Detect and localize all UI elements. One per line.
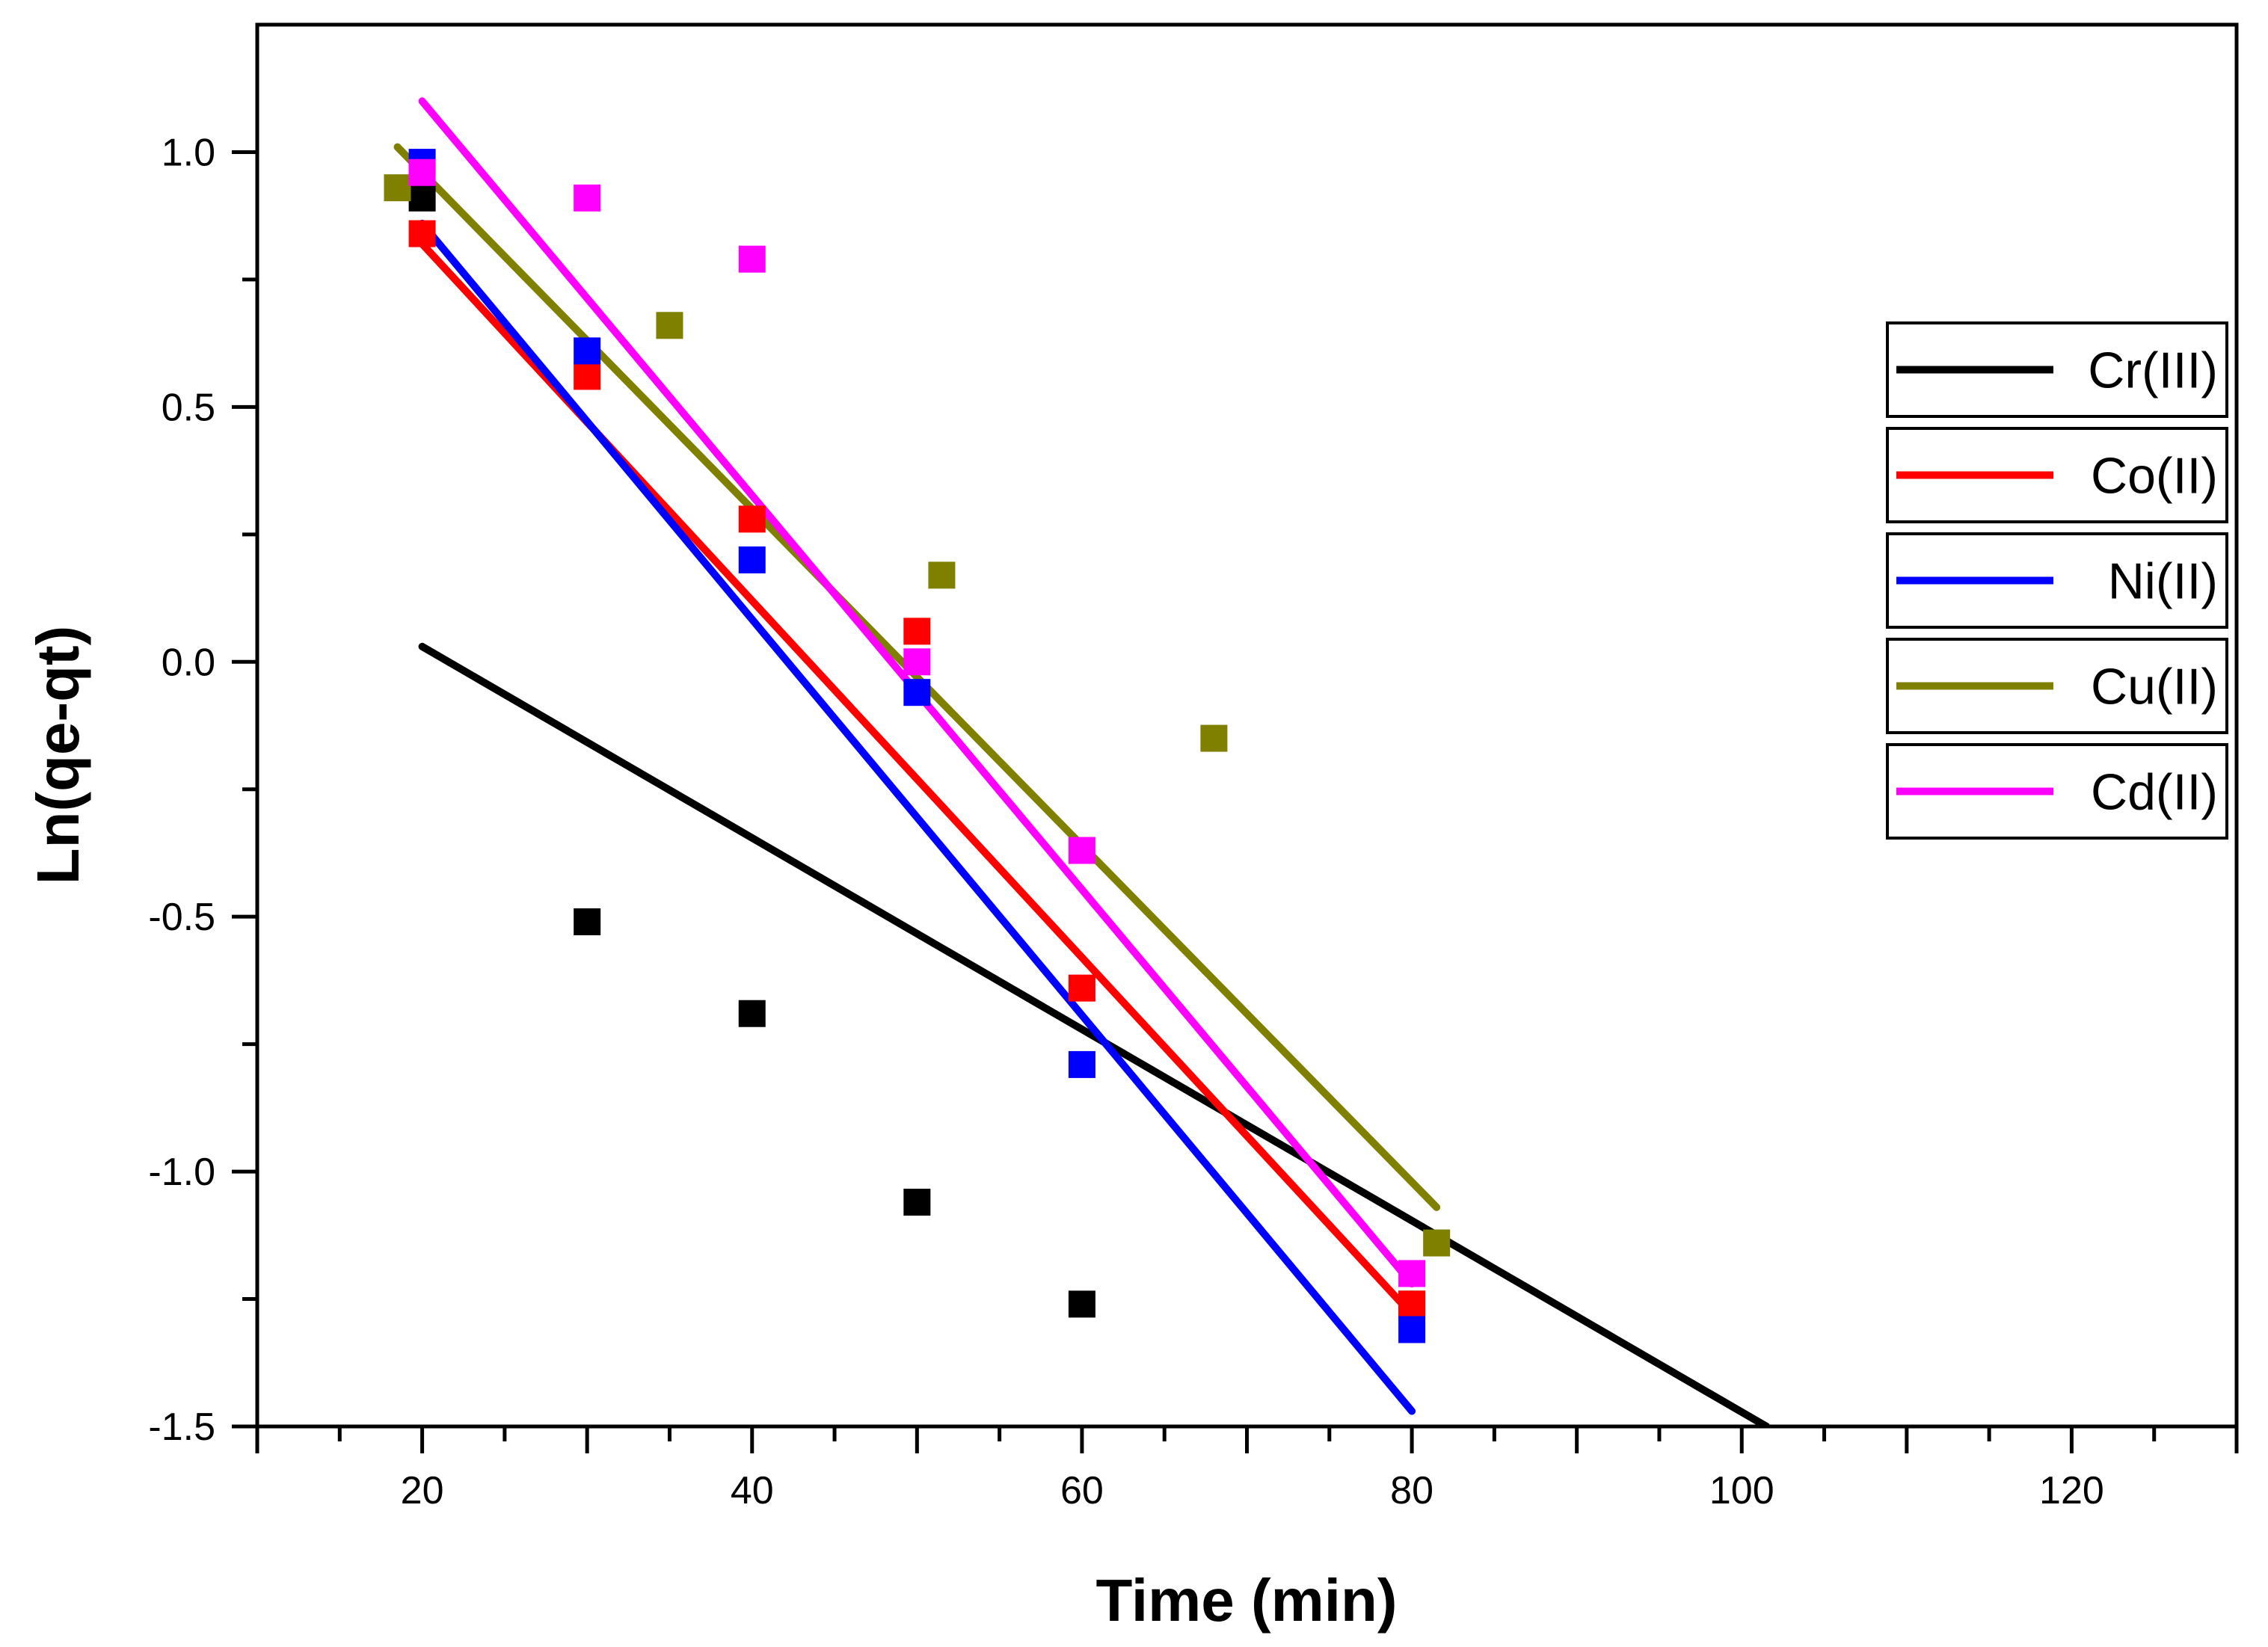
marker-s4-p2: [738, 245, 766, 273]
marker-s3-p2: [928, 561, 956, 589]
marker-s3-p0: [384, 174, 411, 202]
marker-s1-p1: [574, 363, 601, 390]
y-tick-label: 0.0: [162, 641, 215, 684]
legend-label: Ni(II): [2108, 553, 2218, 610]
data-markers: [384, 149, 1451, 1343]
y-tick-label: -0.5: [148, 896, 215, 939]
y-tick-labels: -1.5 -1.0 -0.5 0.0 0.5 1.0: [148, 131, 215, 1449]
legend-item-2: Ni(II): [1886, 532, 2228, 629]
marker-s1-p5: [1398, 1290, 1426, 1318]
x-tick-label: 80: [1390, 1469, 1433, 1512]
x-axis-title: Time (min): [1095, 1567, 1397, 1634]
fit-lines: [393, 97, 1771, 1426]
marker-s0-p3: [903, 1189, 931, 1216]
marker-s0-p2: [738, 1000, 766, 1027]
x-tick-label: 40: [731, 1469, 774, 1512]
marker-s4-p1: [574, 184, 601, 212]
marker-s1-p0: [408, 220, 436, 247]
marker-s4-p4: [1068, 837, 1095, 864]
fit-line-2: [418, 219, 1416, 1415]
marker-s2-p3: [903, 679, 931, 706]
x-tick-label: 20: [401, 1469, 444, 1512]
legend-item-4: Cd(II): [1886, 743, 2228, 840]
marker-s2-p5: [1398, 1316, 1426, 1343]
legend-item-0: Cr(III): [1886, 321, 2228, 418]
legend-label: Cd(II): [2091, 764, 2218, 821]
x-tick-labels: 20 40 60 80 100 120: [401, 1469, 2104, 1512]
y-tick-label: -1.5: [148, 1406, 215, 1449]
fit-line-0: [418, 642, 1771, 1426]
legend-item-3: Cu(II): [1886, 638, 2228, 734]
marker-s4-p5: [1398, 1260, 1426, 1287]
marker-s0-p0: [408, 184, 436, 212]
marker-s3-p3: [1200, 724, 1228, 752]
legend-label: Co(II): [2091, 448, 2218, 505]
x-tick-label: 120: [2039, 1469, 2104, 1512]
legend-item-1: Co(II): [1886, 427, 2228, 523]
marker-s3-p1: [656, 312, 683, 339]
legend-label: Cr(III): [2088, 342, 2218, 399]
marker-s0-p1: [574, 908, 601, 935]
marker-s1-p2: [738, 505, 766, 533]
y-axis-ticks: [232, 150, 257, 1429]
marker-s1-p3: [903, 618, 931, 645]
marker-s4-p3: [903, 648, 931, 676]
y-tick-label: 1.0: [162, 131, 215, 174]
x-tick-label: 100: [1709, 1469, 1774, 1512]
x-axis-ticks: [255, 1426, 2239, 1453]
marker-s3-p4: [1423, 1229, 1451, 1257]
fit-line-3: [393, 143, 1441, 1211]
marker-s1-p4: [1068, 974, 1095, 1002]
legend-label: Cu(II): [2091, 659, 2218, 715]
marker-s4-p0: [408, 158, 436, 186]
y-axis-title: Ln(qe-qt): [25, 626, 91, 885]
y-tick-label: 0.5: [162, 386, 215, 429]
marker-s2-p2: [738, 546, 766, 573]
y-tick-label: -1.0: [148, 1151, 215, 1194]
marker-s2-p4: [1068, 1050, 1095, 1078]
marker-s2-p1: [574, 337, 601, 365]
x-tick-label: 60: [1060, 1469, 1104, 1512]
marker-s0-p4: [1068, 1290, 1095, 1318]
legend: Cr(III) Co(II) Ni(II) Cu(II) Cd(II): [1886, 321, 2228, 840]
